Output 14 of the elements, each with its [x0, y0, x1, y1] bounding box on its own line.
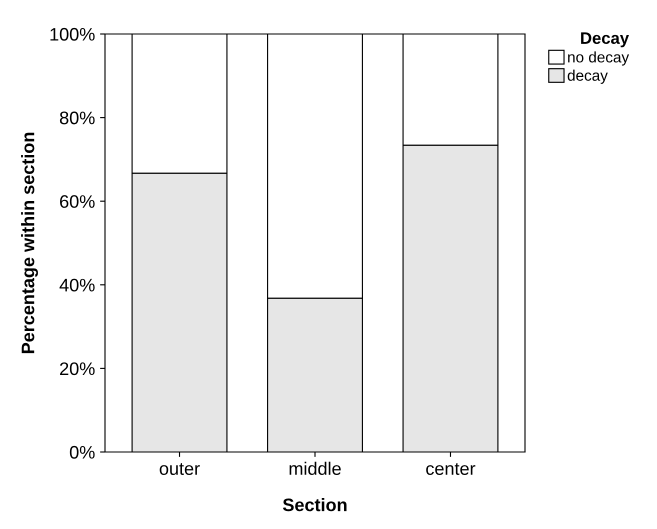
y-tick-label: 0% [70, 446, 95, 459]
y-tick-label: 40% [60, 278, 95, 292]
x-tick-label: middle [290, 462, 341, 475]
legend-label: no decay [568, 51, 630, 66]
y-tick-label: 60% [60, 195, 95, 208]
y-tick-label: 80% [60, 112, 95, 124]
y-tick-label: 20% [60, 362, 95, 376]
x-tick-label: center [426, 463, 476, 475]
x-tick-label: outer [160, 463, 200, 475]
x-axis-title: Section [282, 498, 346, 512]
legend-title: Decay [581, 32, 629, 48]
y-tick-label: 100% [50, 28, 95, 41]
y-axis-title: Percentage within section [21, 132, 38, 354]
legend-label: decay [568, 70, 608, 84]
